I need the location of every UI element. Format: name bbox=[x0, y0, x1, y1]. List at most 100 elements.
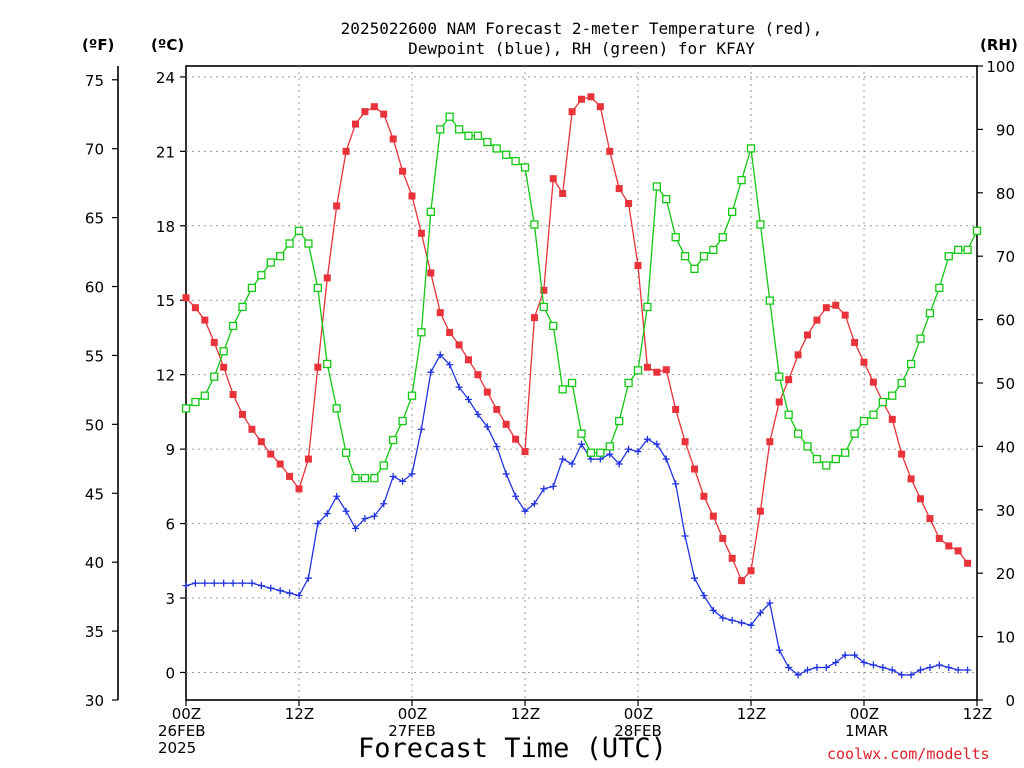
temperature-point bbox=[361, 108, 369, 116]
dewpoint-point bbox=[191, 579, 199, 587]
dewpoint-point bbox=[841, 651, 849, 659]
temperature-point bbox=[436, 309, 444, 317]
temperature-point bbox=[691, 465, 698, 473]
temperature-point bbox=[681, 438, 689, 446]
fahrenheit-tick-label: 45 bbox=[85, 485, 104, 503]
rh-point bbox=[690, 264, 699, 274]
dewpoint-point bbox=[352, 525, 359, 533]
rh-point bbox=[850, 429, 859, 438]
dewpoint-point bbox=[964, 666, 972, 674]
rh-point bbox=[784, 410, 793, 419]
dewpoint-point bbox=[530, 500, 538, 508]
temperature-point bbox=[860, 358, 868, 366]
rh-tick-label: 20 bbox=[996, 565, 1015, 583]
rh-point bbox=[765, 296, 774, 305]
dewpoint-point bbox=[756, 609, 764, 617]
temperature-point bbox=[568, 108, 576, 116]
temperature-point bbox=[352, 120, 359, 128]
dewpoint-point bbox=[643, 435, 651, 443]
temperature-point bbox=[304, 455, 312, 463]
temperature-point bbox=[276, 460, 284, 468]
temperature-point bbox=[417, 229, 425, 237]
rh-point bbox=[775, 372, 784, 381]
rh-point bbox=[200, 391, 209, 400]
rh-point bbox=[181, 404, 191, 413]
temperature-point bbox=[333, 202, 341, 210]
temperature-point bbox=[446, 329, 454, 337]
rh-tick-label: 50 bbox=[996, 375, 1015, 393]
temperature-point bbox=[559, 190, 567, 198]
x-tick-label: 00Z bbox=[397, 705, 428, 723]
dewpoint-point bbox=[945, 663, 953, 671]
rh-point bbox=[539, 302, 548, 312]
rh-point bbox=[954, 245, 963, 255]
temperature-point bbox=[898, 450, 906, 458]
rh-point bbox=[341, 448, 351, 457]
rh-point bbox=[925, 309, 935, 318]
temperature-point bbox=[747, 567, 755, 575]
temperature-point bbox=[935, 534, 943, 542]
dewpoint-point bbox=[257, 582, 265, 590]
dewpoint-point bbox=[709, 606, 717, 614]
temperature-point bbox=[342, 147, 350, 155]
rh-point bbox=[266, 258, 275, 267]
temperature-point bbox=[540, 286, 548, 294]
temperature-point bbox=[286, 472, 294, 480]
rh-point bbox=[276, 252, 285, 261]
rh-point bbox=[869, 410, 878, 419]
dewpoint-point bbox=[474, 410, 482, 418]
dewpoint-point bbox=[342, 507, 350, 515]
temperature-point bbox=[794, 351, 802, 359]
temperature-point bbox=[191, 304, 199, 312]
rh-point bbox=[332, 404, 341, 413]
temperature-point bbox=[917, 495, 924, 503]
celsius-tick-label: 24 bbox=[156, 69, 175, 87]
fahrenheit-tick-label: 35 bbox=[85, 623, 104, 641]
x-axis-title: Forecast Time (UTC) bbox=[358, 733, 667, 764]
dewpoint-point bbox=[832, 659, 840, 667]
rh-point bbox=[633, 366, 643, 375]
temperature-point bbox=[521, 448, 529, 456]
rh-point bbox=[549, 321, 558, 331]
rh-point bbox=[219, 347, 228, 356]
temperature-point bbox=[785, 376, 793, 384]
dewpoint-point bbox=[851, 651, 859, 659]
rh-point bbox=[935, 283, 944, 293]
dewpoint-point bbox=[747, 621, 755, 629]
temperature-point bbox=[907, 475, 915, 483]
rh-point bbox=[746, 144, 756, 153]
temperature-point bbox=[700, 492, 708, 500]
celsius-tick-label: 9 bbox=[165, 441, 175, 459]
temperature-point bbox=[832, 301, 840, 309]
temperature-point bbox=[483, 388, 491, 396]
x-tick-label: 2025 bbox=[158, 739, 197, 757]
temperature-point bbox=[964, 559, 972, 567]
rh-tick-label: 90 bbox=[996, 121, 1015, 139]
dewpoint-point bbox=[483, 423, 491, 431]
rh-point bbox=[737, 175, 746, 185]
rh-point bbox=[680, 252, 690, 261]
rh-point bbox=[436, 125, 445, 134]
temperature-point bbox=[370, 103, 378, 111]
temperature-point bbox=[229, 391, 237, 399]
rh-point bbox=[624, 378, 633, 388]
temperature-point bbox=[653, 368, 661, 376]
fahrenheit-tick-label: 40 bbox=[85, 554, 104, 572]
dewpoint-point bbox=[408, 470, 416, 478]
rh-point bbox=[370, 473, 379, 483]
unit-label-fahrenheit: (ºF) bbox=[82, 36, 115, 54]
dewpoint-point bbox=[465, 396, 472, 404]
x-tick-label: 27FEB bbox=[388, 722, 436, 740]
rh-point bbox=[210, 372, 219, 381]
dewpoint-point bbox=[766, 599, 774, 607]
temperature-point bbox=[634, 262, 642, 270]
x-tick-label: 00Z bbox=[849, 705, 880, 723]
rh-point bbox=[228, 321, 238, 331]
temperature-point bbox=[314, 363, 322, 371]
rh-point bbox=[963, 245, 972, 255]
rh-tick-label: 30 bbox=[996, 502, 1015, 520]
fahrenheit-tick-label: 50 bbox=[85, 416, 104, 434]
rh-point bbox=[671, 233, 680, 242]
dewpoint-point bbox=[427, 368, 435, 376]
